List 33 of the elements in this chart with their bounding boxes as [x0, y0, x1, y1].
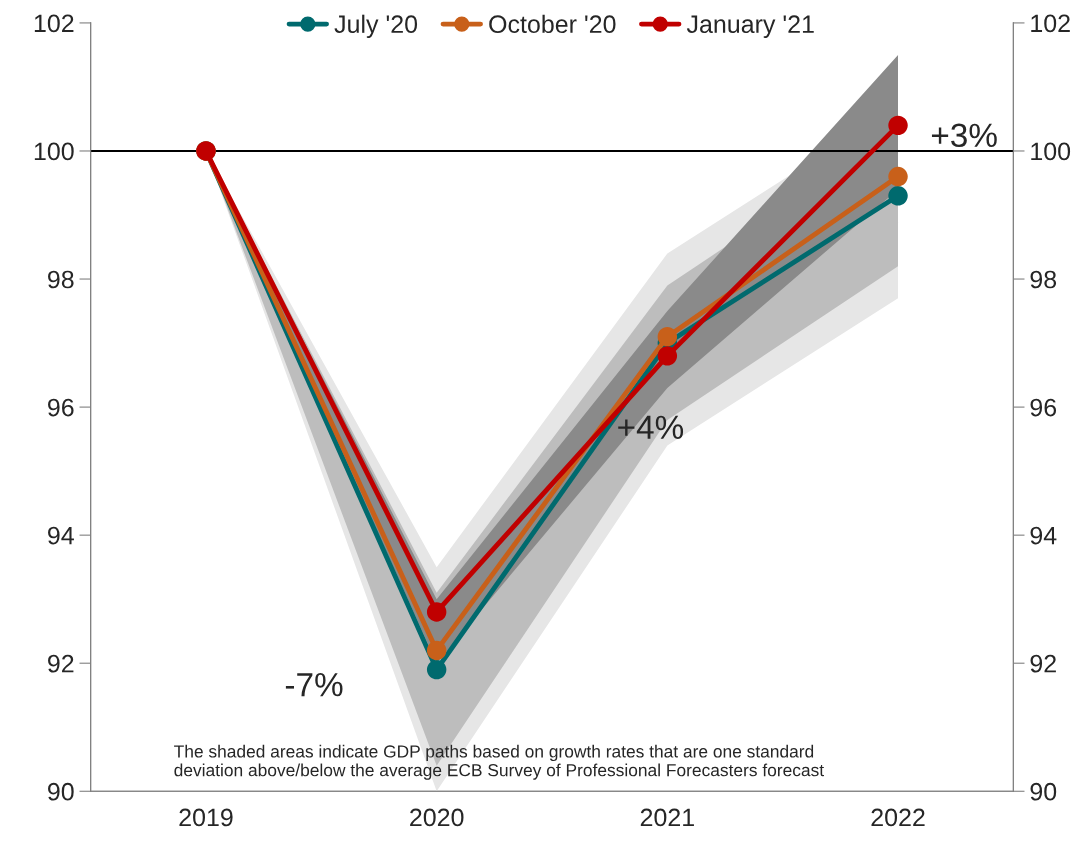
y2-tick-label: 92 — [1030, 654, 1056, 673]
annotation: The shaded areas indicate GDP paths based on growth rates that are one standard deviation above/below the average ECB Survey of Professional Forecasters forecast — [174, 744, 824, 780]
point — [657, 346, 678, 366]
point — [657, 326, 678, 347]
point — [888, 186, 908, 206]
y2-tick-label: 90 — [1030, 782, 1057, 801]
x-tick-label: 2020 — [410, 808, 464, 827]
y-tick-label: 90 — [48, 782, 74, 801]
y-tick-label: 98 — [48, 270, 74, 289]
y2-tick-label: 96 — [1030, 398, 1057, 417]
annotation: +3% — [931, 123, 997, 148]
point — [888, 166, 908, 187]
y2-tick-label: 98 — [1030, 270, 1057, 289]
y2-tick-label: 100 — [1031, 142, 1071, 161]
y-tick-label: 94 — [48, 526, 74, 545]
annotation: +4% — [618, 415, 684, 439]
x-tick-label: 2022 — [871, 808, 925, 827]
legend-label: October '20 — [489, 14, 616, 34]
point — [426, 602, 447, 622]
x-tick-label: 2021 — [640, 808, 694, 827]
y-tick-label: 102 — [34, 14, 74, 33]
y-tick-label: 100 — [34, 142, 74, 161]
y-tick-label: 92 — [48, 654, 74, 673]
y2-tick-label: 94 — [1030, 526, 1057, 545]
point — [426, 640, 447, 661]
point — [888, 115, 908, 136]
point — [426, 659, 447, 680]
legend-label: July '20 — [334, 14, 418, 38]
legend-label: January '21 — [686, 15, 814, 38]
x-tick-label: 2019 — [179, 808, 233, 827]
annotation: -7% — [285, 673, 343, 697]
y-tick-label: 96 — [48, 398, 74, 417]
y2-tick-label: 102 — [1031, 14, 1070, 33]
